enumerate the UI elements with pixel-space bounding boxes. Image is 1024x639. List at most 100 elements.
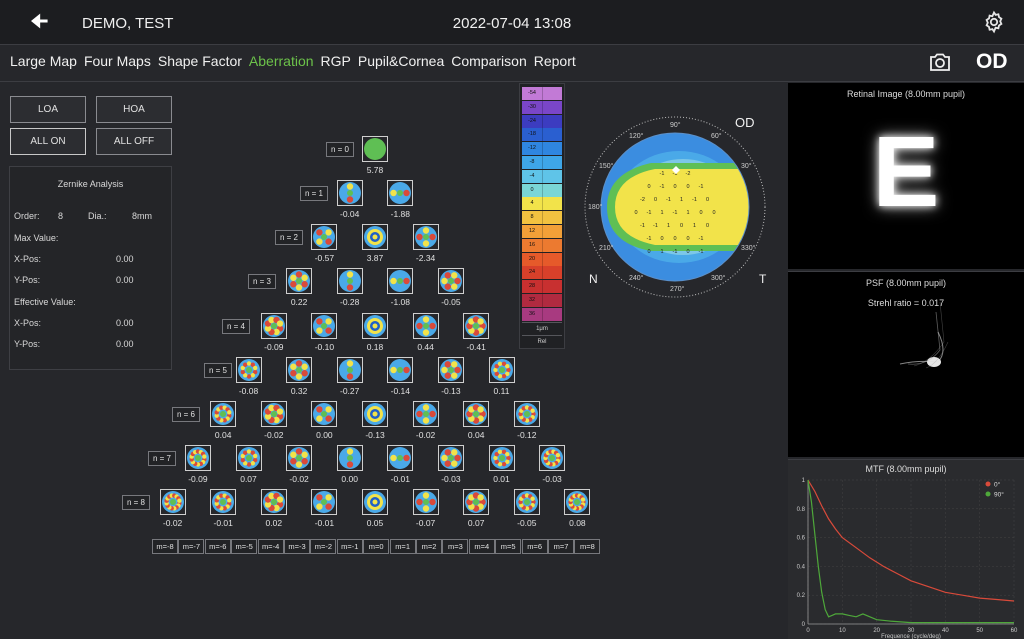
scale-value: -12: [522, 142, 542, 156]
zernike-value: 0.04: [214, 430, 232, 440]
ring-angle-label: 180°: [588, 203, 603, 211]
zernike-term-n7-m-3[interactable]: [286, 445, 313, 471]
zernike-term-n1-m-1[interactable]: [336, 180, 363, 206]
tab-large-map[interactable]: Large Map: [10, 53, 77, 69]
zernike-term-n7-m1[interactable]: [387, 445, 414, 471]
zernike-term-n5-m5[interactable]: [488, 357, 515, 383]
zernike-term-n8-m0[interactable]: [362, 489, 388, 515]
scale-mode[interactable]: Rel: [522, 335, 562, 347]
zernike-term-n6-m4[interactable]: [463, 401, 490, 427]
x-tick-label: 30: [908, 628, 915, 634]
zernike-term-n8-m6[interactable]: [513, 489, 540, 515]
corneal-aberration-map[interactable]: -1 -1 -2 0 -1 0 0 -1 -2 0 -1 1 -1 0 0 -1 1 -1 1 0 0 -1 -1 1 0 1 0 -…: [567, 83, 785, 349]
gear-icon[interactable]: [982, 10, 1006, 34]
back-arrow-icon[interactable]: 🠈: [30, 11, 49, 33]
zernike-term-n6-m-6[interactable]: [210, 401, 237, 427]
zernike-value: -0.08: [238, 386, 259, 396]
max-value-label: Max Value:: [14, 233, 59, 243]
zernike-value: 0.01: [493, 474, 510, 484]
loa-button[interactable]: LOA: [10, 96, 86, 123]
zernike-term-n6-m2[interactable]: [412, 401, 439, 427]
zernike-term-n4-m0[interactable]: [362, 313, 388, 339]
zernike-term-n7-m3[interactable]: [437, 445, 464, 471]
zernike-term-n7-m-7[interactable]: [184, 445, 211, 471]
zernike-term-n6-m-4[interactable]: [260, 401, 287, 427]
zernike-value: 0.04: [467, 430, 485, 440]
m-index-label: m=-5: [231, 539, 258, 554]
y-tick-label: 0: [802, 622, 806, 628]
zernike-term-n8-m4[interactable]: [463, 489, 490, 515]
all-on-button[interactable]: ALL ON: [10, 128, 86, 155]
zernike-term-n1-m1[interactable]: [387, 180, 414, 206]
zernike-term-n2-m0[interactable]: [362, 224, 388, 250]
zernike-title: Zernike Analysis: [57, 179, 124, 189]
x-tick-label: 40: [942, 628, 949, 634]
map-value: 0: [647, 184, 650, 190]
zernike-term-n8-m-2[interactable]: [311, 489, 338, 515]
retinal-letter: E: [872, 116, 940, 228]
tab-rgp[interactable]: RGP: [320, 53, 351, 69]
map-value: -1: [673, 210, 678, 216]
tab-four-maps[interactable]: Four Maps: [83, 53, 151, 69]
zernike-term-n7-m5[interactable]: [488, 445, 515, 471]
zernike-term-n5-m3[interactable]: [437, 357, 464, 383]
hoa-button[interactable]: HOA: [96, 96, 172, 123]
zernike-term-n3-m-3[interactable]: [286, 268, 313, 294]
zernike-term-n7-m7[interactable]: [539, 445, 566, 471]
y-tick-label: 0.4: [797, 564, 806, 570]
tab-aberration[interactable]: Aberration: [248, 53, 314, 69]
scale-step: -4: [522, 169, 562, 183]
effective-value-label: Effective Value:: [14, 297, 76, 307]
zernike-term-n5-m-5[interactable]: [235, 357, 262, 383]
zernike-term-n8-m-4[interactable]: [260, 489, 287, 515]
zernike-term-n8-m2[interactable]: [412, 489, 439, 515]
strehl-ratio: Strehl ratio = 0.017: [867, 298, 945, 308]
tab-shape-factor[interactable]: Shape Factor: [157, 53, 242, 69]
scale-value: 24: [522, 266, 542, 280]
zernike-term-n6-m6[interactable]: [513, 401, 540, 427]
zernike-value: -0.41: [466, 342, 486, 352]
zernike-term-n4-m2[interactable]: [412, 313, 439, 339]
scale-swatch: [542, 100, 562, 114]
mtf-series-line: [807, 479, 1015, 602]
scale-swatch: [542, 156, 562, 169]
eye-indicator: OD: [976, 50, 1008, 73]
zernike-term-n4-m-4[interactable]: [260, 313, 287, 339]
zernike-value: -1.88: [390, 209, 410, 219]
zernike-term-n3-m-1[interactable]: [336, 268, 363, 294]
zernike-term-n6-m0[interactable]: [362, 401, 388, 427]
scale-step: 0: [522, 183, 562, 197]
scale-step: 24: [522, 266, 562, 280]
zernike-term-n7-m-5[interactable]: [235, 445, 262, 471]
zernike-term-n5-m-1[interactable]: [336, 357, 363, 383]
zernike-term-n4-m4[interactable]: [463, 313, 490, 339]
tab-comparison[interactable]: Comparison: [451, 53, 527, 69]
zernike-term-n8-m8[interactable]: [564, 489, 591, 515]
mtf-panel: MTF (8.00mm pupil) 0 0.2 0.4 0.6 0.8 1 0 10 20 30…: [788, 459, 1024, 639]
scale-unit[interactable]: 1μm: [522, 322, 562, 334]
zernike-term-n3-m3[interactable]: [437, 268, 464, 294]
zernike-term-n4-m-2[interactable]: [311, 313, 338, 339]
mtf-title: MTF (8.00mm pupil): [865, 464, 947, 474]
map-value: 0: [647, 249, 650, 255]
zernike-term-n5-m1[interactable]: [387, 357, 414, 383]
tab-pupil-cornea[interactable]: Pupil&Cornea: [357, 53, 445, 69]
scale-value: 12: [522, 225, 542, 238]
zernike-term-n5-m-3[interactable]: [286, 357, 313, 383]
scale-step: -12: [522, 142, 562, 156]
zernike-value: -0.07: [415, 518, 436, 528]
zernike-term-n0-m0[interactable]: [362, 136, 388, 162]
zernike-term-n8-m-6[interactable]: [210, 489, 237, 515]
zernike-term-n2-m-2[interactable]: [311, 224, 338, 250]
m-index-label: m=-7: [178, 539, 205, 554]
zernike-term-n7-m-1[interactable]: [336, 445, 363, 471]
marker-diamond: [672, 166, 680, 174]
zernike-term-n2-m2[interactable]: [412, 224, 439, 250]
camera-icon[interactable]: [928, 50, 952, 74]
tab-report[interactable]: Report: [533, 53, 576, 69]
all-off-button[interactable]: ALL OFF: [96, 128, 172, 155]
zernike-term-n8-m-8[interactable]: [159, 489, 186, 515]
map-value: 1: [693, 223, 696, 229]
zernike-term-n6-m-2[interactable]: [311, 401, 338, 427]
zernike-term-n3-m1[interactable]: [387, 268, 414, 294]
